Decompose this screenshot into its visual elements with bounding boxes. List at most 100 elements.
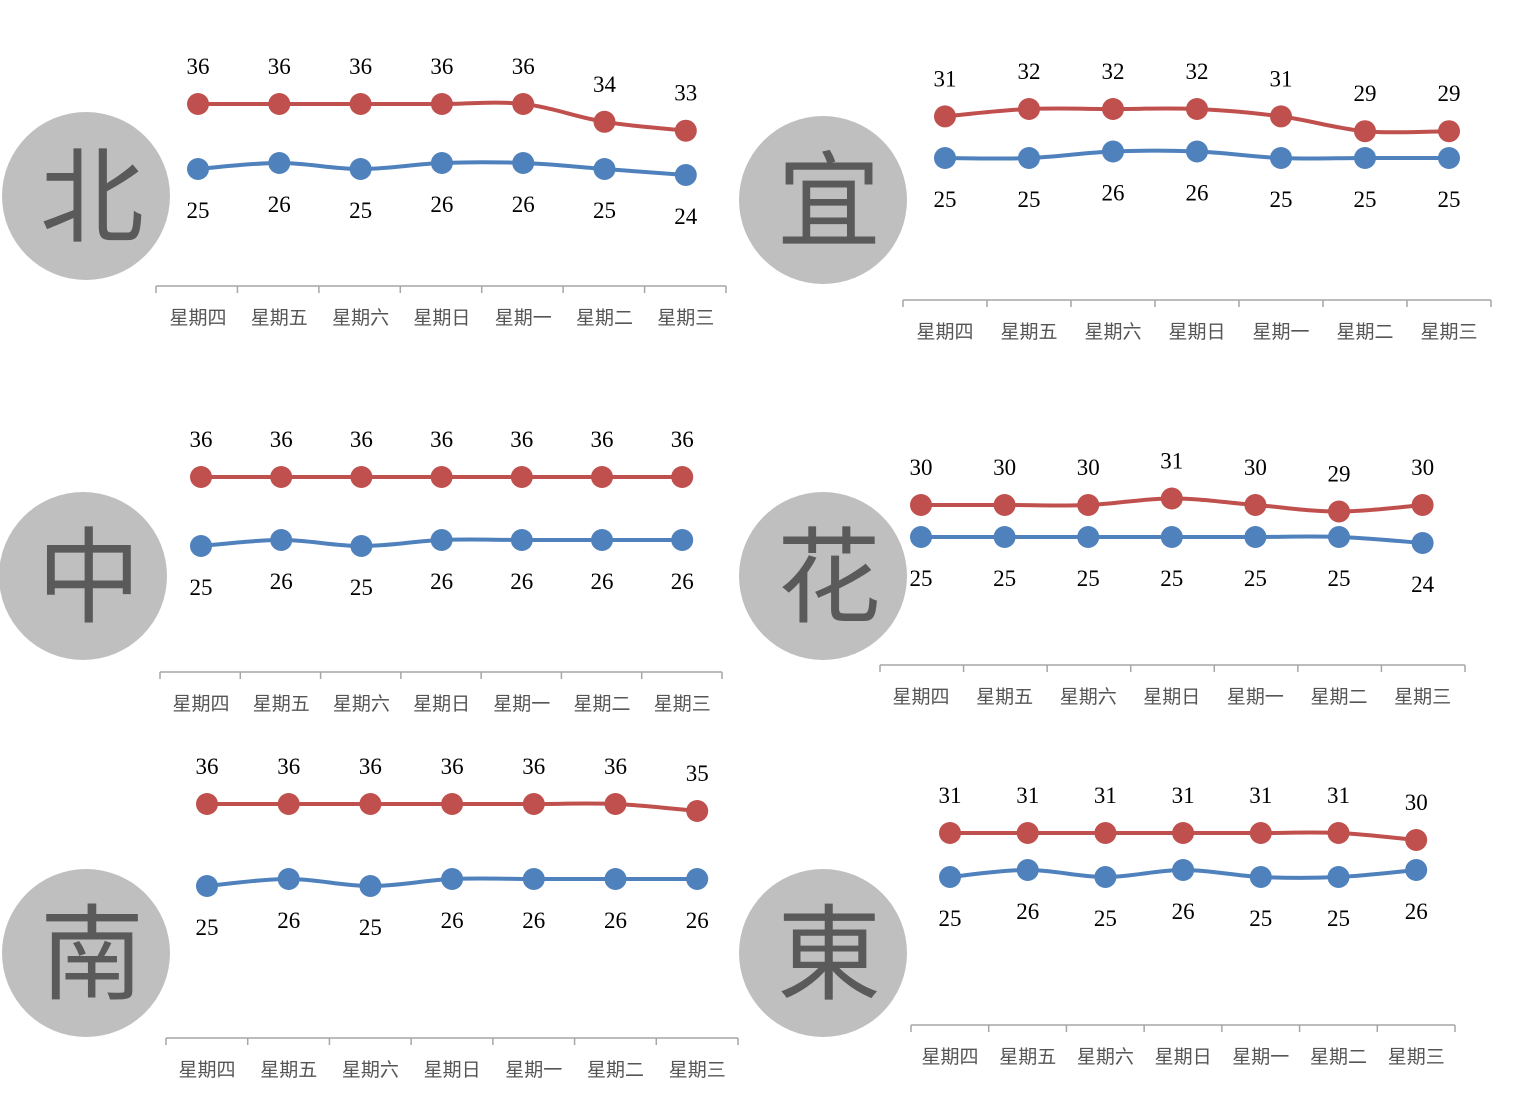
high-temp-point xyxy=(1102,98,1124,120)
high-temp-point xyxy=(1186,98,1208,120)
high-temp-point xyxy=(910,494,932,516)
high-temp-point xyxy=(349,93,372,115)
x-tick-label: 星期四 xyxy=(892,686,949,708)
low-temp-point xyxy=(604,868,627,890)
high-temp-point xyxy=(1354,120,1376,143)
x-tick-label: 星期三 xyxy=(657,307,714,329)
high-temp-point xyxy=(1270,105,1292,128)
low-temp-point xyxy=(1327,866,1350,888)
low-temp-label: 25 xyxy=(349,198,372,223)
x-tick-label: 星期三 xyxy=(1388,1046,1445,1068)
high-temp-point xyxy=(1077,494,1100,516)
low-temp-label: 25 xyxy=(1328,566,1351,591)
low-temp-label: 25 xyxy=(1249,906,1272,931)
low-temp-label: 25 xyxy=(1244,566,1267,591)
x-tick-label: 星期六 xyxy=(342,1059,399,1081)
high-temp-label: 29 xyxy=(1354,81,1377,106)
region-label: 花 xyxy=(777,517,881,639)
x-tick-label: 星期一 xyxy=(1232,1046,1289,1068)
x-tick-label: 星期二 xyxy=(576,307,633,329)
high-temp-point xyxy=(674,119,697,142)
high-temp-label: 36 xyxy=(512,54,535,79)
x-tick-label: 星期六 xyxy=(1060,686,1117,708)
high-temp-point xyxy=(1016,822,1039,844)
low-temp-label: 26 xyxy=(1172,899,1195,924)
high-temp-label: 36 xyxy=(268,54,291,79)
high-temp-point xyxy=(1328,500,1350,523)
high-temp-label: 36 xyxy=(187,54,210,79)
x-tick-label: 星期二 xyxy=(587,1059,644,1081)
x-tick-label: 星期三 xyxy=(669,1059,726,1081)
high-temp-label: 29 xyxy=(1438,81,1461,106)
low-temp-label: 26 xyxy=(512,192,535,217)
high-temp-label: 36 xyxy=(430,54,453,79)
x-tick-label: 星期二 xyxy=(1310,686,1367,708)
low-temp-point xyxy=(349,158,372,180)
low-temp-point xyxy=(1438,147,1460,169)
low-temp-label: 26 xyxy=(1102,181,1125,206)
low-temp-label: 26 xyxy=(591,569,614,594)
low-temp-point xyxy=(522,868,545,890)
low-temp-point xyxy=(1077,526,1100,548)
low-temp-point xyxy=(1244,526,1267,548)
high-temp-point xyxy=(604,793,627,815)
low-temp-point xyxy=(1172,859,1195,881)
high-temp-point xyxy=(1327,822,1350,844)
low-temp-point xyxy=(1354,147,1376,169)
low-temp-point xyxy=(430,152,453,174)
high-temp-point xyxy=(591,466,613,488)
x-tick-label: 星期四 xyxy=(178,1059,235,1081)
low-temp-label: 25 xyxy=(187,198,210,223)
low-temp-label: 25 xyxy=(1438,187,1461,212)
x-tick-label: 星期四 xyxy=(916,321,973,343)
high-temp-label: 32 xyxy=(1186,59,1209,84)
high-temp-point xyxy=(1018,98,1040,120)
low-temp-point xyxy=(1018,147,1040,169)
region-label: 南 xyxy=(40,894,144,1016)
low-temp-point xyxy=(671,529,694,551)
low-temp-point xyxy=(430,529,453,551)
x-tick-label: 星期一 xyxy=(495,307,552,329)
low-temp-point xyxy=(1328,526,1350,548)
high-temp-label: 31 xyxy=(1327,783,1350,808)
x-tick-label: 星期日 xyxy=(1155,1046,1212,1068)
high-temp-point xyxy=(350,466,373,488)
low-temp-point xyxy=(686,868,709,890)
high-temp-label: 30 xyxy=(1077,455,1100,480)
low-temp-point xyxy=(512,152,535,174)
region-badge xyxy=(2,869,170,1037)
high-temp-label: 36 xyxy=(190,427,213,452)
low-temp-point xyxy=(187,158,209,180)
low-temp-label: 26 xyxy=(277,908,300,933)
high-temp-label: 36 xyxy=(441,754,464,779)
low-temp-label: 26 xyxy=(510,569,533,594)
x-tick-label: 星期三 xyxy=(654,693,711,715)
high-temp-label: 36 xyxy=(510,427,533,452)
low-temp-label: 24 xyxy=(674,204,698,229)
high-temp-label: 33 xyxy=(674,81,697,106)
low-temp-label: 25 xyxy=(910,566,933,591)
high-temp-point xyxy=(934,105,956,128)
low-temp-label: 25 xyxy=(350,575,373,600)
x-tick-label: 星期五 xyxy=(260,1059,317,1081)
high-temp-label: 35 xyxy=(686,761,709,786)
high-temp-point xyxy=(671,466,694,488)
low-temp-label: 26 xyxy=(430,192,453,217)
high-temp-point xyxy=(1244,494,1267,516)
low-temp-point xyxy=(190,535,212,557)
low-temp-point xyxy=(1411,532,1434,554)
x-tick-label: 星期五 xyxy=(999,1046,1056,1068)
high-temp-label: 36 xyxy=(350,427,373,452)
region-badge xyxy=(739,869,907,1037)
region-label: 北 xyxy=(40,137,144,259)
high-temp-point xyxy=(1172,822,1195,844)
low-temp-label: 25 xyxy=(993,566,1016,591)
low-temp-point xyxy=(270,529,293,551)
high-temp-point xyxy=(510,466,533,488)
low-temp-point xyxy=(1094,866,1117,888)
low-temp-label: 25 xyxy=(593,198,616,223)
region-badge xyxy=(0,492,167,660)
